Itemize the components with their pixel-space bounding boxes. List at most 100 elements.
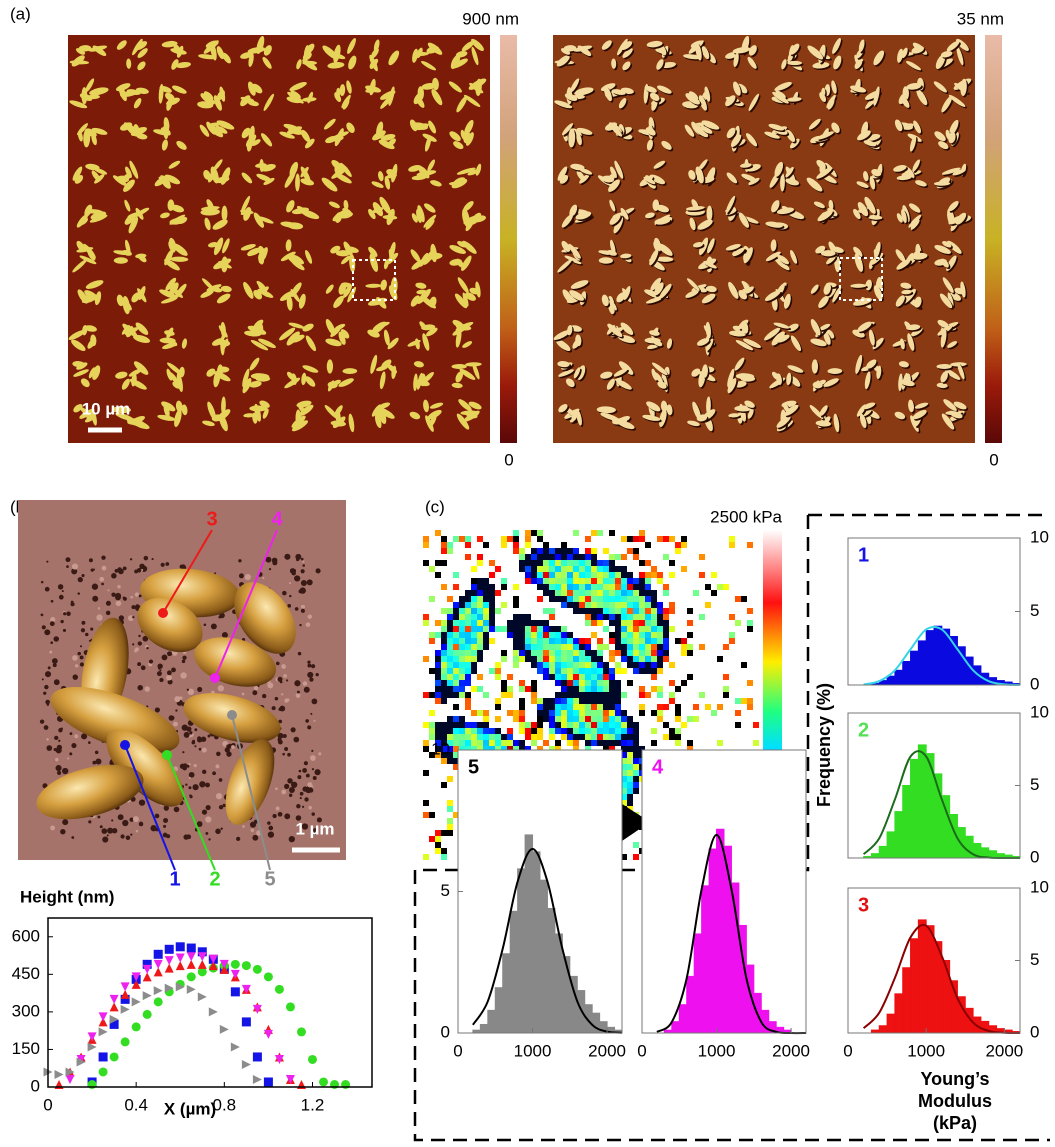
map-pixel — [441, 650, 447, 656]
marker — [186, 959, 196, 969]
map-pixel — [447, 824, 453, 830]
feature — [263, 177, 275, 186]
texture — [88, 820, 92, 824]
map-pixel — [441, 560, 447, 566]
map-pixel — [591, 656, 597, 662]
map-pixel — [561, 644, 567, 650]
map-pixel — [441, 644, 447, 650]
map-pixel — [477, 578, 483, 584]
map-pixel — [567, 710, 573, 716]
feature — [170, 204, 184, 213]
feature — [157, 414, 176, 421]
texture — [272, 560, 278, 566]
feature — [657, 85, 672, 94]
cell-label: 4 — [271, 508, 283, 530]
map-pixel — [555, 692, 561, 698]
map-pixel — [555, 590, 561, 596]
feature — [421, 324, 436, 331]
texture — [92, 760, 97, 765]
feature — [728, 413, 741, 418]
map-pixel — [627, 788, 633, 794]
feature — [244, 330, 262, 337]
feature — [377, 402, 391, 410]
feature — [221, 338, 229, 352]
map-pixel — [591, 614, 597, 620]
marker — [263, 972, 273, 982]
map-pixel — [549, 596, 555, 602]
feature — [568, 243, 581, 259]
map-pixel — [471, 710, 477, 716]
feature — [748, 93, 760, 111]
map-pixel — [471, 638, 477, 644]
feature — [387, 337, 399, 350]
feature — [425, 219, 435, 230]
map-pixel — [489, 596, 495, 602]
map-pixel — [681, 644, 687, 650]
map-pixel — [597, 668, 603, 674]
feature — [858, 39, 865, 53]
texture — [297, 651, 302, 656]
map-pixel — [531, 626, 537, 632]
map-pixel — [591, 698, 597, 704]
feature — [346, 246, 359, 253]
map-pixel — [435, 734, 441, 740]
map-pixel — [561, 710, 567, 716]
texture — [283, 674, 287, 678]
map-pixel — [633, 788, 639, 794]
map-pixel — [555, 740, 561, 746]
feature — [300, 129, 311, 142]
feature — [783, 293, 791, 309]
feature — [666, 404, 673, 416]
feature — [652, 371, 663, 383]
texture — [286, 679, 289, 682]
feature — [764, 327, 781, 341]
bar — [894, 669, 904, 686]
map-pixel — [549, 626, 555, 632]
feature — [868, 329, 875, 346]
feature — [263, 45, 272, 56]
feature — [423, 399, 429, 413]
map-pixel — [549, 638, 555, 644]
marker — [164, 983, 174, 993]
map-pixel — [573, 680, 579, 686]
feature — [279, 131, 295, 139]
map-pixel — [471, 650, 477, 656]
feature — [616, 292, 626, 303]
feature — [169, 282, 179, 296]
feature — [620, 41, 633, 51]
texture — [140, 665, 146, 671]
map-pixel — [441, 692, 447, 698]
texture — [134, 592, 140, 597]
texture — [44, 671, 52, 678]
feature — [790, 249, 798, 264]
texture — [267, 821, 271, 825]
map-pixel — [723, 686, 729, 692]
feature — [557, 166, 568, 181]
feature — [701, 46, 710, 60]
bar — [886, 831, 896, 859]
map-pixel — [579, 680, 585, 686]
map-pixel — [513, 740, 519, 746]
feature — [204, 217, 211, 231]
texture — [44, 629, 51, 636]
texture — [188, 776, 191, 779]
map-pixel — [657, 704, 663, 710]
map-pixel — [543, 710, 549, 716]
map-pixel — [609, 716, 615, 722]
map-pixel — [441, 734, 447, 740]
map-pixel — [615, 602, 621, 608]
map-pixel — [681, 536, 687, 542]
feature — [222, 52, 231, 64]
feature — [819, 405, 828, 417]
map-pixel — [729, 536, 735, 542]
map-pixel — [441, 782, 447, 788]
feature — [780, 173, 785, 192]
map-pixel — [531, 554, 537, 560]
map-pixel — [741, 662, 747, 668]
map-pixel — [435, 746, 441, 752]
texture — [55, 747, 62, 754]
map-pixel — [543, 584, 549, 590]
feature — [657, 243, 673, 256]
feature — [732, 247, 745, 257]
map-pixel — [639, 662, 645, 668]
